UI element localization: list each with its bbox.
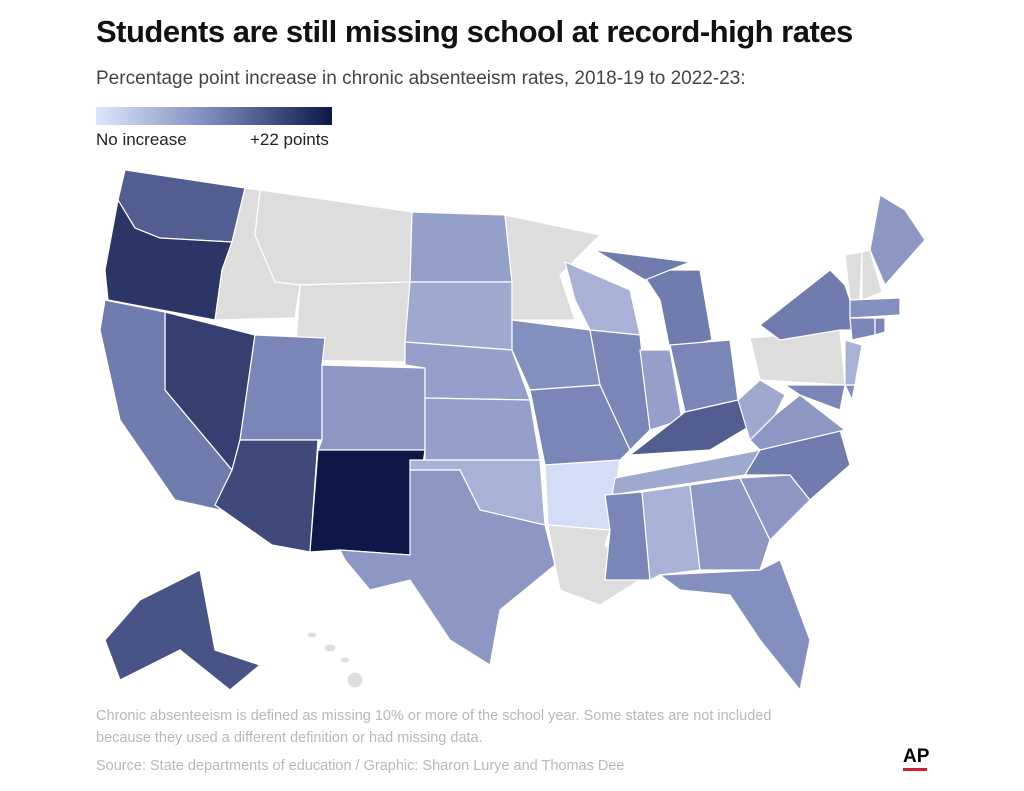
state-me: [869, 194, 926, 287]
state-al: [641, 484, 701, 581]
state-ia: [511, 319, 601, 391]
state-mn: [504, 214, 602, 321]
ap-logo-underline: [903, 768, 927, 771]
state-mi: [594, 249, 693, 281]
state-il: [589, 329, 651, 452]
state-hi: [346, 671, 364, 689]
state-nj: [844, 339, 863, 386]
state-nm: [309, 449, 426, 556]
state-co: [317, 364, 426, 451]
chart-title: Students are still missing school at rec…: [96, 14, 853, 49]
state-ny: [759, 269, 861, 341]
footnote-definition: Chronic absenteeism is defined as missin…: [96, 708, 772, 724]
state-hi: [323, 643, 337, 653]
state-mt: [254, 189, 413, 286]
legend-color-scale: [96, 107, 332, 125]
state-ct: [849, 317, 876, 341]
state-fl: [658, 559, 811, 692]
state-hi: [306, 631, 318, 639]
state-wv: [737, 379, 786, 442]
source-credit: Source: State departments of education /…: [96, 758, 625, 774]
state-sd: [404, 281, 513, 351]
state-de: [844, 384, 856, 402]
state-mi: [638, 269, 713, 351]
state-nd: [409, 211, 513, 283]
state-az: [214, 439, 319, 553]
state-hi: [339, 656, 351, 664]
legend-min-label: No increase: [96, 130, 187, 149]
state-nh: [861, 249, 883, 301]
state-wi: [564, 260, 641, 336]
state-ma: [849, 297, 901, 319]
state-ak: [104, 569, 262, 691]
ap-logo: AP: [903, 746, 930, 767]
state-md: [783, 384, 846, 411]
legend-max-label: +22 points: [250, 130, 329, 149]
chart-subtitle: Percentage point increase in chronic abs…: [96, 68, 746, 89]
state-tx: [338, 469, 556, 666]
state-oh: [669, 339, 739, 413]
us-choropleth-map: [99, 169, 926, 692]
state-ut: [239, 334, 326, 441]
state-pa: [749, 329, 846, 386]
state-ks: [424, 397, 541, 461]
footnote-definition-cont: because they used a different definition…: [96, 730, 483, 746]
state-ga: [689, 477, 771, 571]
state-ms: [604, 491, 651, 581]
state-ca: [99, 299, 233, 511]
state-ri: [874, 317, 886, 336]
